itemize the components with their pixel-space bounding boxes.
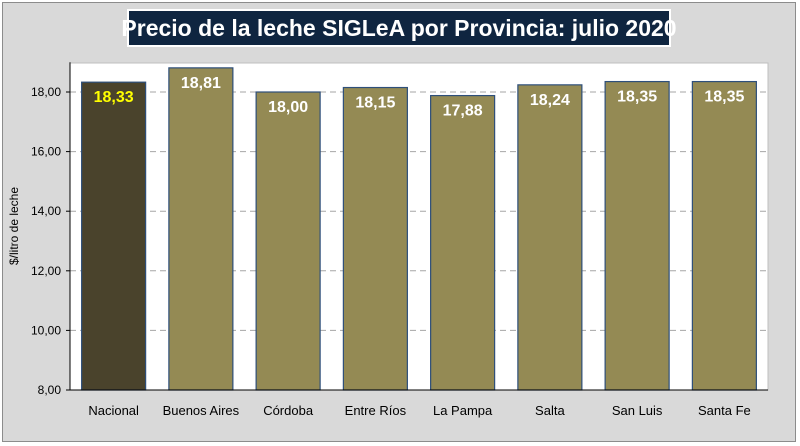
- bar-value-label: 18,24: [530, 92, 570, 109]
- y-tick-label: 12,00: [31, 264, 61, 278]
- bar: [255, 91, 321, 391]
- bar: [81, 81, 147, 391]
- x-tick-label: Córdoba: [263, 403, 314, 418]
- y-tick-label: 16,00: [31, 145, 61, 159]
- y-axis-label: $/litro de leche: [7, 187, 21, 265]
- bar-value-label: 18,15: [355, 95, 395, 112]
- bar-value-label: 18,35: [617, 89, 657, 106]
- bar: [604, 80, 670, 391]
- x-tick-label: Salta: [535, 403, 565, 418]
- x-tick-label: Entre Ríos: [345, 403, 407, 418]
- bar-value-label: 17,88: [443, 103, 483, 120]
- x-tick-label: Santa Fe: [698, 403, 751, 418]
- bar: [691, 80, 757, 391]
- y-axis-ticks: 8,00 10,00 12,00 14,00 16,00 18,00: [31, 62, 71, 397]
- y-tick-label: 18,00: [31, 85, 61, 99]
- bar: [430, 94, 496, 391]
- bars: 18,33 18,81 18,00 18,15 17,88 18,24 18,35 18,35: [81, 67, 757, 391]
- bar-value-label: 18,35: [704, 89, 744, 106]
- x-tick-label: La Pampa: [433, 403, 493, 418]
- chart-title: Precio de la leche SIGLeA por Provincia:…: [121, 9, 677, 47]
- bar-value-label: 18,00: [268, 99, 308, 116]
- bar: [168, 67, 234, 391]
- bar: [342, 86, 408, 391]
- bar-value-label: 18,81: [181, 75, 221, 92]
- x-tick-label: San Luis: [612, 403, 663, 418]
- y-tick-label: 10,00: [31, 323, 61, 337]
- y-tick-label: 8,00: [38, 383, 62, 397]
- x-tick-label: Buenos Aires: [163, 403, 240, 418]
- y-tick-label: 14,00: [31, 204, 61, 218]
- x-axis-ticks: Nacional Buenos Aires Córdoba Entre Ríos La …: [88, 403, 750, 418]
- bar: [517, 84, 583, 391]
- bar-value-label: 18,33: [94, 89, 134, 106]
- x-tick-label: Nacional: [88, 403, 139, 418]
